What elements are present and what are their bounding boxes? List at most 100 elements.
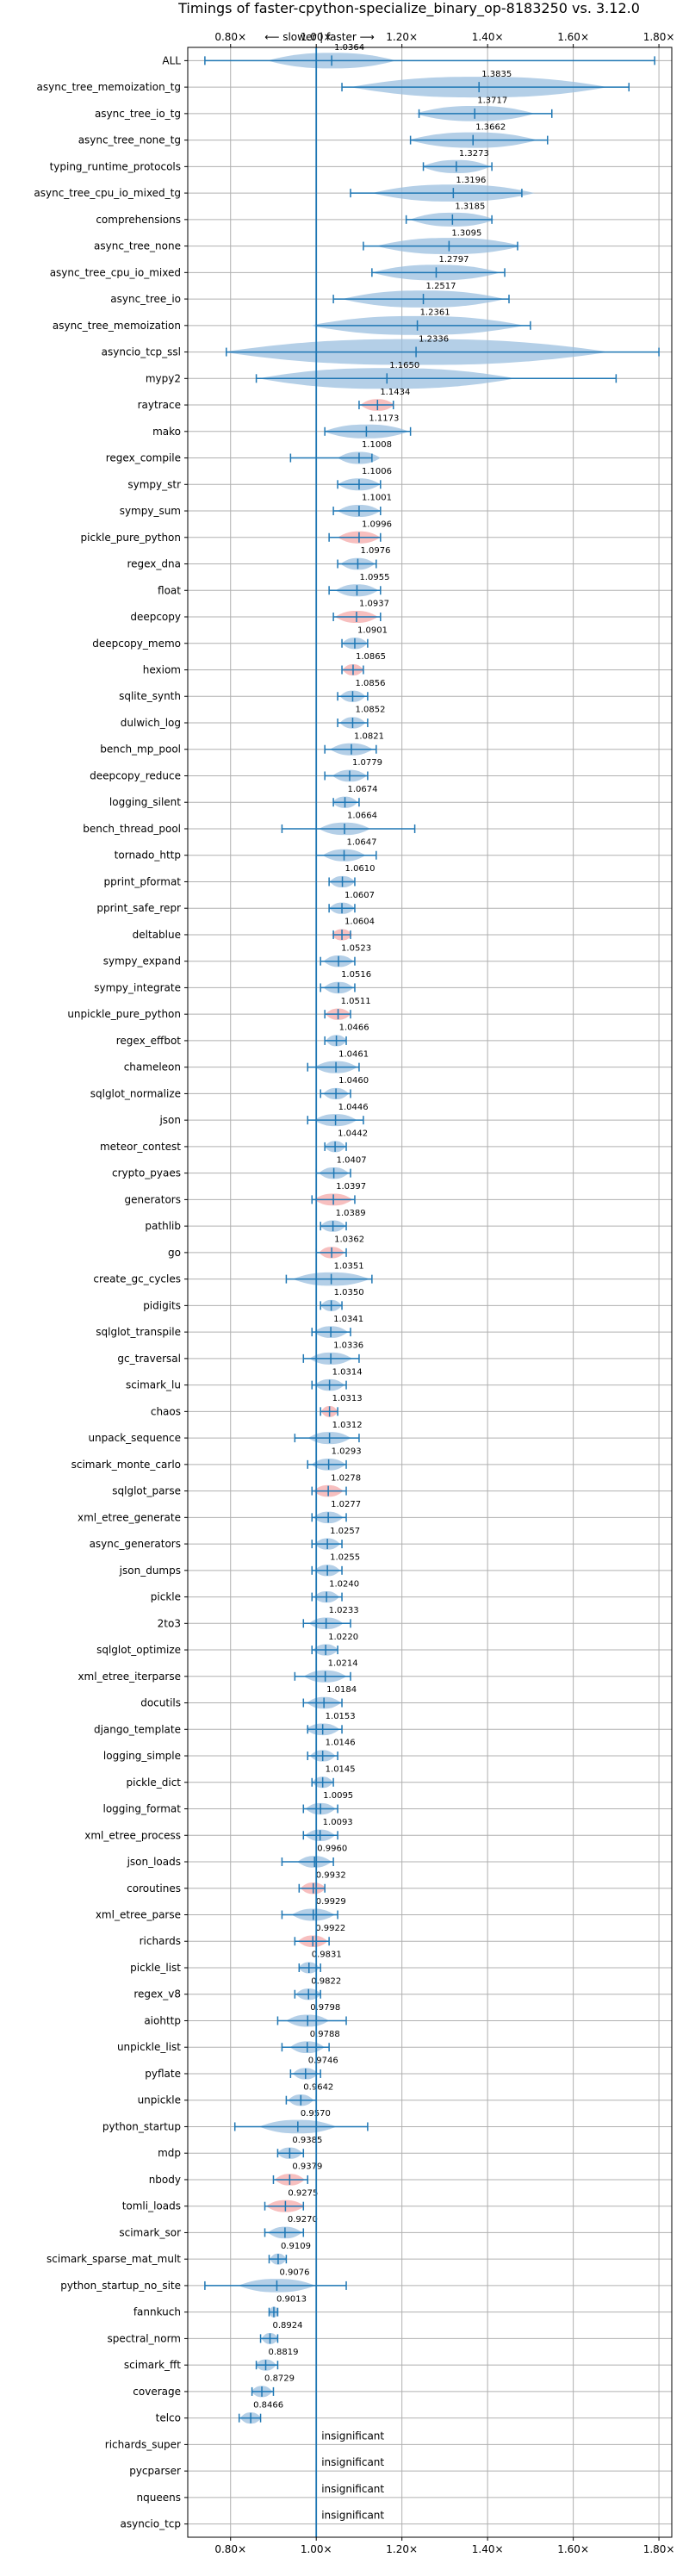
benchmark-name: async_tree_memoization — [53, 320, 181, 332]
benchmark-name: bench_thread_pool — [83, 823, 181, 835]
benchmark-name: scimark_fft — [124, 2359, 181, 2371]
benchmark-name: async_tree_none_tg — [78, 134, 181, 146]
value-label: 1.1001 — [362, 494, 392, 503]
value-label: 1.3273 — [459, 149, 489, 159]
benchmark-name: xml_etree_generate — [78, 1511, 181, 1523]
direction-label: ⟵ slower | faster ⟶ — [264, 31, 375, 43]
benchmark-name: logging_silent — [109, 796, 181, 808]
value-label: 1.0145 — [326, 1764, 356, 1774]
insignificant-label: insignificant — [321, 2510, 384, 2522]
benchmark-name: python_startup_no_site — [60, 2280, 181, 2292]
value-label: 1.0779 — [352, 758, 382, 768]
value-label: 1.3196 — [456, 176, 486, 185]
value-label: 1.0350 — [334, 1288, 364, 1297]
benchmark-name: regex_effbot — [116, 1035, 182, 1047]
value-label: 0.9013 — [276, 2294, 307, 2304]
benchmark-name: meteor_contest — [100, 1141, 181, 1153]
insignificant-label: insignificant — [321, 2430, 384, 2442]
benchmark-name: aiohttp — [144, 2014, 181, 2026]
benchmark-name: coroutines — [127, 1882, 181, 1895]
benchmark-name: pprint_pformat — [104, 875, 182, 887]
value-label: 1.0523 — [341, 943, 371, 953]
value-label: 1.0153 — [326, 1712, 356, 1721]
benchmark-name: json — [158, 1114, 181, 1126]
benchmark-name: richards — [140, 1935, 181, 1947]
benchmark-name: async_tree_io_tg — [95, 108, 181, 120]
benchmark-name: pycparser — [129, 2465, 181, 2477]
value-label: 1.0461 — [338, 1049, 369, 1059]
benchmark-name: regex_compile — [106, 452, 181, 464]
benchmark-name: comprehensions — [96, 214, 181, 226]
value-label: 1.0955 — [359, 573, 389, 582]
value-label: 1.3662 — [475, 122, 506, 132]
insignificant-label: insignificant — [321, 2483, 384, 2495]
value-label: 0.8466 — [253, 2400, 283, 2410]
value-label: 1.0511 — [341, 997, 371, 1006]
benchmark-name: hexiom — [143, 664, 181, 676]
value-label: 1.0184 — [326, 1685, 357, 1695]
value-label: 1.0240 — [329, 1579, 359, 1589]
benchmark-name: async_tree_none — [94, 240, 181, 252]
benchmark-name: deepcopy_memo — [92, 638, 181, 650]
tick-label-bottom: 1.00× — [301, 2543, 332, 2555]
benchmark-name: scimark_lu — [126, 1379, 181, 1391]
tick-label-bottom: 1.20× — [386, 2543, 418, 2555]
value-label: 0.9932 — [316, 1870, 346, 1880]
value-label: 1.0516 — [341, 970, 371, 980]
value-label: 1.0937 — [359, 600, 389, 609]
value-label: 0.9746 — [308, 2056, 338, 2066]
value-label: 1.0446 — [338, 1103, 369, 1112]
value-label: 0.9922 — [315, 1924, 345, 1933]
value-label: 1.0647 — [347, 837, 377, 847]
value-label: 1.0460 — [338, 1076, 369, 1086]
benchmark-name: dulwich_log — [121, 717, 181, 729]
benchmark-name: logging_simple — [103, 1750, 181, 1762]
value-label: 0.9929 — [316, 1897, 346, 1907]
value-label: 0.8729 — [264, 2374, 295, 2384]
value-label: 1.0362 — [334, 1235, 364, 1245]
benchmark-name: raytrace — [138, 399, 181, 411]
tick-label-top: 1.80× — [643, 31, 675, 43]
value-label: 1.0976 — [360, 546, 390, 556]
benchmark-name: nqueens — [137, 2492, 181, 2504]
value-label: 1.2336 — [419, 334, 449, 344]
value-label: 1.0466 — [339, 1024, 369, 1033]
benchmark-name: spectral_norm — [107, 2332, 181, 2344]
value-label: 1.0093 — [323, 1818, 353, 1827]
value-label: 1.0389 — [336, 1209, 366, 1218]
benchmark-name: logging_format — [102, 1803, 181, 1815]
benchmark-name: sqlglot_optimize — [96, 1644, 181, 1656]
value-label: 1.2797 — [438, 255, 469, 264]
value-label: 0.9275 — [288, 2188, 318, 2198]
value-label: 1.3185 — [455, 202, 485, 212]
benchmark-name: json_dumps — [119, 1565, 181, 1577]
benchmark-name: async_generators — [90, 1538, 181, 1550]
benchmark-name: regex_v8 — [133, 1988, 181, 2000]
benchmark-name: telco — [156, 2412, 181, 2424]
benchmark-name: xml_etree_iterparse — [78, 1671, 181, 1683]
benchmark-name: python_startup — [102, 2120, 181, 2132]
benchmark-name: sqlglot_normalize — [90, 1087, 181, 1099]
benchmark-name: sympy_expand — [103, 955, 181, 968]
value-label: 1.0255 — [330, 1553, 360, 1563]
benchmark-name: pathlib — [145, 1220, 181, 1232]
benchmark-name: async_tree_cpu_io_mixed_tg — [34, 187, 181, 199]
value-label: 1.0336 — [333, 1341, 363, 1351]
value-label: 1.0277 — [331, 1500, 361, 1509]
benchmark-name: pidigits — [143, 1299, 181, 1311]
value-label: 1.1008 — [362, 440, 392, 450]
value-label: 1.1434 — [380, 388, 410, 397]
value-label: 1.0233 — [329, 1606, 359, 1615]
value-label: 1.0604 — [344, 918, 375, 927]
benchmark-name: create_gc_cycles — [93, 1273, 181, 1285]
benchmark-name: pickle_list — [130, 1962, 181, 1974]
value-label: 1.0821 — [354, 731, 384, 741]
value-label: 1.0293 — [332, 1447, 362, 1457]
value-label: 0.9822 — [311, 1976, 341, 1986]
benchmark-name: fannkuch — [133, 2306, 181, 2318]
value-label: 1.0607 — [344, 891, 375, 900]
value-label: 0.9379 — [292, 2162, 322, 2172]
benchmark-name: ALL — [162, 54, 181, 66]
tick-label-bottom: 0.80× — [214, 2543, 246, 2555]
